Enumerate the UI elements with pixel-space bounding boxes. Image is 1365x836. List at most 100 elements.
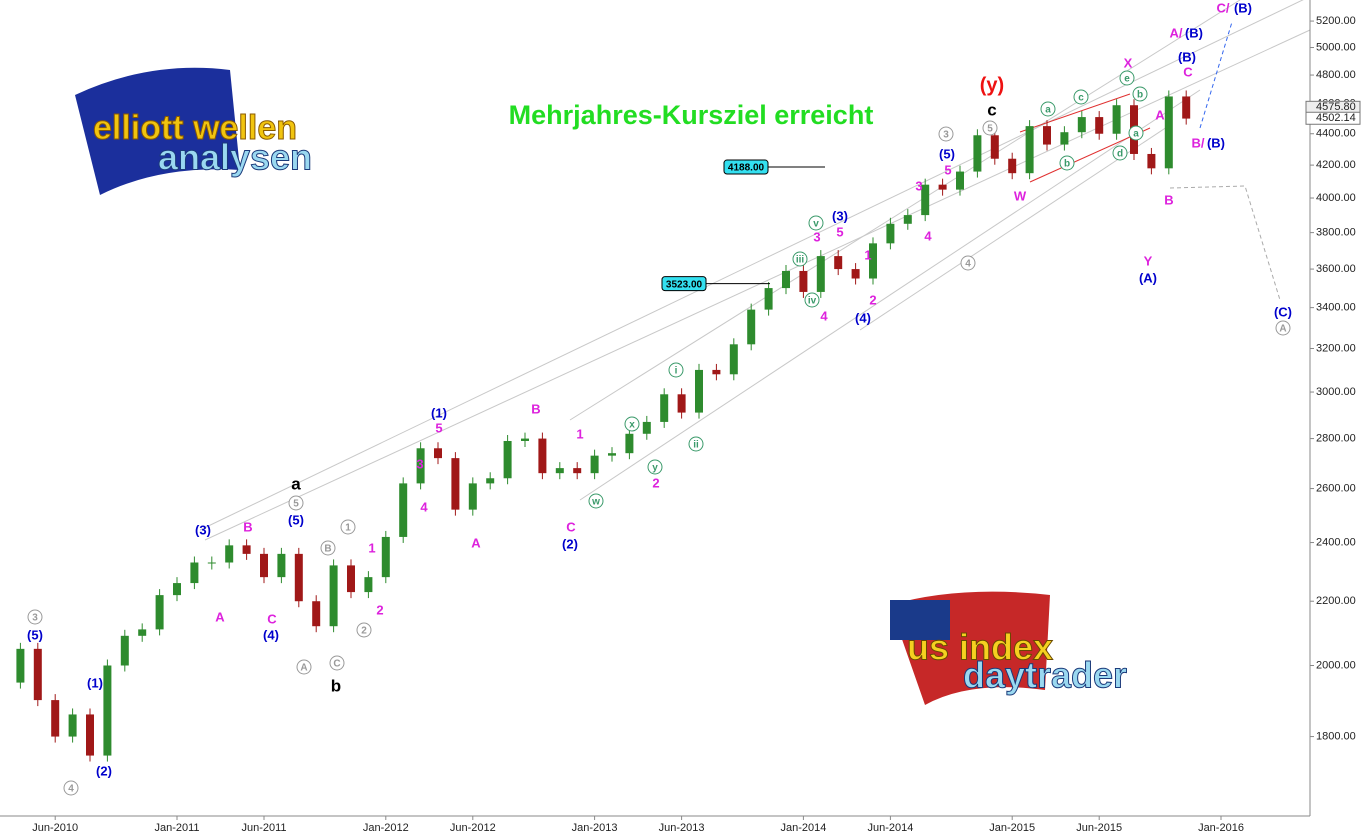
candle [903, 215, 912, 224]
price-label: 4188.00 [728, 163, 765, 174]
candle [486, 478, 495, 484]
candle [329, 565, 338, 627]
wave-label: A/ [1170, 25, 1183, 40]
y-tick-label: 3600.00 [1316, 263, 1356, 275]
candle [816, 256, 825, 292]
wave-circle [960, 255, 976, 271]
wave-label: A [1155, 107, 1165, 122]
channel-lines [199, 0, 1311, 541]
candle [590, 455, 599, 474]
candle [277, 553, 286, 578]
last-price-label: 4502.14 [1316, 112, 1356, 124]
wave-label: w [591, 497, 600, 508]
candle [120, 635, 129, 666]
y-tick-label: 2000.00 [1316, 659, 1356, 671]
candle [1060, 132, 1069, 145]
logo-flag [890, 600, 950, 640]
x-tick-label: Jan-2015 [989, 822, 1035, 834]
candle [364, 577, 373, 593]
candle [451, 458, 460, 510]
wave-label: 1 [576, 426, 583, 441]
wave-label: (5) [288, 512, 304, 527]
price-box [661, 276, 707, 292]
wave-circle [27, 609, 43, 625]
candle [886, 223, 895, 244]
wave-label: 4 [924, 228, 932, 243]
candle [260, 553, 268, 578]
wave-label: A [300, 663, 307, 674]
last-price-label: 4575.80 [1316, 101, 1356, 113]
y-tick-label: 5200.00 [1316, 15, 1356, 27]
y-tick-label: 3000.00 [1316, 386, 1356, 398]
wave-label: (A) [1139, 270, 1157, 285]
wave-label: C [566, 519, 576, 534]
candle [712, 369, 721, 375]
wave-circle [1059, 155, 1075, 171]
wave-label: C [333, 659, 340, 670]
wave-label: 2 [361, 626, 367, 637]
x-tick-label: Jun-2010 [32, 822, 78, 834]
candle [434, 448, 442, 459]
wave-label: 4 [68, 784, 74, 795]
y-tick-label: 1800.00 [1316, 730, 1356, 742]
wave-label: iii [796, 255, 805, 266]
wave-label: 1 [368, 540, 375, 555]
wave-label: 3 [416, 456, 423, 471]
candle [33, 648, 42, 701]
candle [764, 288, 773, 310]
trend-line [199, 0, 1304, 531]
candle [834, 256, 843, 270]
wedge-line [1019, 93, 1131, 133]
wave-label: 4 [820, 308, 828, 323]
wave-label: 2 [652, 475, 659, 490]
candle [521, 438, 529, 441]
wave-label: i [675, 366, 678, 377]
wave-label: A [215, 609, 225, 624]
candle [103, 665, 112, 756]
projection-line [1169, 185, 1281, 301]
candle [642, 421, 651, 434]
wave-label: (5) [939, 146, 955, 161]
wave-label: b [1137, 90, 1143, 101]
wave-circle [688, 436, 704, 452]
wave-circle [1132, 86, 1148, 102]
candle [155, 595, 164, 630]
candle [1008, 158, 1017, 174]
wave-label: (B) [1207, 135, 1225, 150]
wave-label: B [324, 544, 331, 555]
candle [1164, 96, 1173, 169]
candle [312, 601, 321, 627]
candle [207, 562, 216, 564]
candle [1043, 126, 1051, 145]
candle [1182, 96, 1191, 119]
wave-label: 4 [420, 499, 428, 514]
candle [938, 184, 947, 190]
wave-circle [938, 126, 954, 142]
wave-label: d [1117, 149, 1123, 160]
wave-label: 2 [376, 602, 383, 617]
wave-circle [804, 292, 820, 308]
candle [347, 565, 355, 593]
wave-label: 4 [965, 259, 971, 270]
candle [573, 468, 582, 474]
wave-circle [808, 215, 824, 231]
wave-label: B [531, 401, 540, 416]
logo-text: us index [907, 627, 1053, 668]
wave-label: a [1045, 105, 1051, 116]
wave-label: (B) [1234, 0, 1252, 15]
candle [660, 394, 669, 422]
wave-label: 2 [869, 292, 876, 307]
candle [1077, 117, 1086, 133]
x-tick-label: Jun-2014 [867, 822, 913, 834]
wave-circle [624, 416, 640, 432]
logo-text: elliott wellen [93, 109, 297, 147]
wave-label: (1) [431, 405, 447, 420]
wave-circle [356, 622, 372, 638]
wave-label: (2) [96, 763, 112, 778]
y-tick-label: 2600.00 [1316, 482, 1356, 494]
trend-line [579, 89, 1201, 501]
wave-label: a [1133, 129, 1139, 140]
wave-label: (y) [980, 74, 1004, 96]
wave-label: A [1279, 324, 1286, 335]
wave-label: 3 [813, 229, 820, 244]
